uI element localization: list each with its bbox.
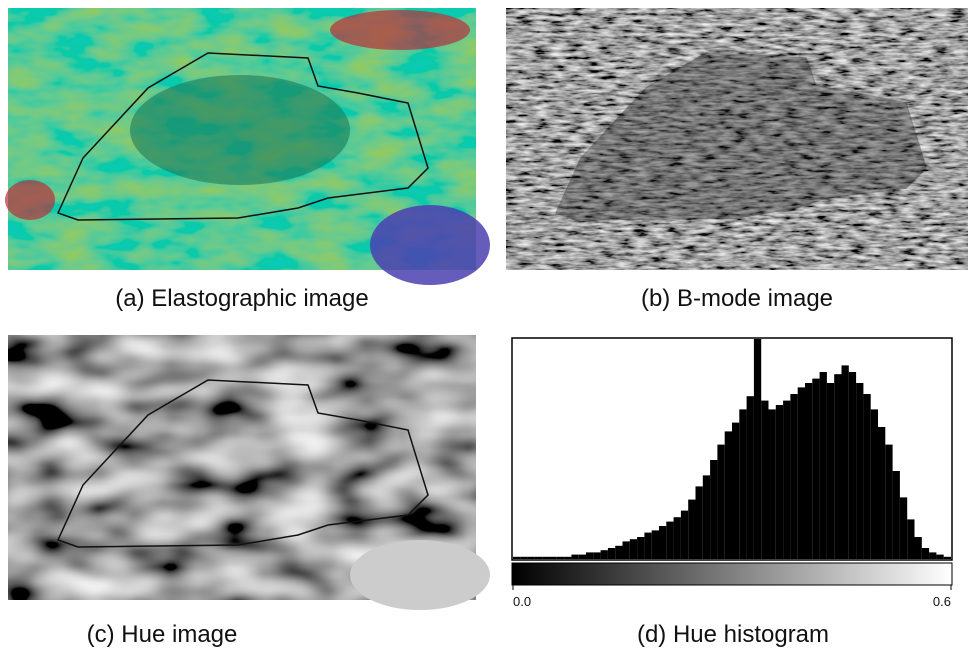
x-tick-label: 0.6: [933, 594, 951, 609]
x-tick-label: 0.0: [513, 594, 531, 609]
histogram-bar: [915, 537, 922, 559]
histogram-bar: [615, 546, 622, 559]
elastographic-image: [5, 8, 490, 285]
histogram-bar: [805, 383, 812, 559]
histogram-bar: [710, 460, 717, 559]
histogram-bar: [542, 557, 549, 559]
histogram-bar: [798, 387, 805, 559]
histogram-bar: [593, 552, 600, 559]
histogram-bar: [739, 409, 746, 559]
histogram-bar: [557, 557, 564, 559]
histogram-bar: [513, 557, 520, 559]
histogram-bar: [769, 409, 776, 559]
histogram-bar: [725, 431, 732, 559]
histogram-bar: [674, 517, 681, 559]
histogram-bar: [754, 339, 761, 559]
histogram-bar: [878, 427, 885, 559]
histogram-bar: [579, 555, 586, 559]
histogram-bar: [790, 394, 797, 559]
histogram-bar: [900, 497, 907, 559]
histogram-bar: [630, 539, 637, 559]
histogram-bar: [842, 365, 849, 559]
histogram-bar: [936, 555, 943, 559]
histogram-bar: [535, 557, 542, 559]
histogram-bar: [893, 471, 900, 559]
histogram-bar: [666, 522, 673, 559]
histogram-bar: [717, 445, 724, 559]
histogram-bar: [776, 405, 783, 559]
histogram-bar: [586, 552, 593, 559]
hue-image: [8, 335, 490, 610]
histogram-bar: [849, 372, 856, 559]
histogram-bar: [761, 401, 768, 559]
histogram-bar: [747, 396, 754, 559]
histogram-bar: [644, 533, 651, 559]
histogram-bar: [929, 552, 936, 559]
histogram-bar: [732, 423, 739, 559]
histogram-bar: [885, 445, 892, 559]
caption: (c) Hue image: [87, 621, 238, 648]
histogram-bar: [834, 374, 841, 559]
histogram-bar: [571, 555, 578, 559]
histogram-bar: [812, 379, 819, 559]
histogram-bar: [637, 537, 644, 559]
histogram-bar: [863, 394, 870, 559]
histogram-bar: [944, 557, 951, 559]
caption: (a) Elastographic image: [115, 285, 368, 312]
histogram-bar: [696, 486, 703, 559]
histogram-bar: [550, 557, 557, 559]
histogram-bar: [922, 548, 929, 559]
histogram-bar: [703, 475, 710, 559]
histogram-bar: [688, 500, 695, 559]
histogram-bar: [783, 401, 790, 559]
histogram-bar: [856, 383, 863, 559]
histogram-bar: [652, 530, 659, 559]
histogram: 0.0 0.6: [512, 338, 952, 609]
caption: (b) B-mode image: [641, 285, 833, 312]
caption: (d) Hue histogram: [637, 621, 829, 648]
histogram-bar: [601, 550, 608, 559]
histogram-bar: [528, 557, 535, 559]
figure: (a) Elastographic image (b) B-mode image…: [0, 0, 973, 660]
b-mode-image: [506, 8, 968, 270]
histogram-bar: [820, 372, 827, 559]
histogram-bar: [871, 409, 878, 559]
page: {"panels": { "a": {"caption": "(a) Elast…: [0, 0, 973, 660]
histogram-bar: [659, 526, 666, 559]
histogram-bar: [608, 548, 615, 559]
histogram-bar: [520, 557, 527, 559]
colorbar: [512, 563, 952, 585]
histogram-bar: [564, 557, 571, 559]
histogram-bar: [907, 519, 914, 559]
histogram-bar: [827, 383, 834, 559]
histogram-bar: [623, 541, 630, 559]
histogram-bar: [681, 511, 688, 559]
